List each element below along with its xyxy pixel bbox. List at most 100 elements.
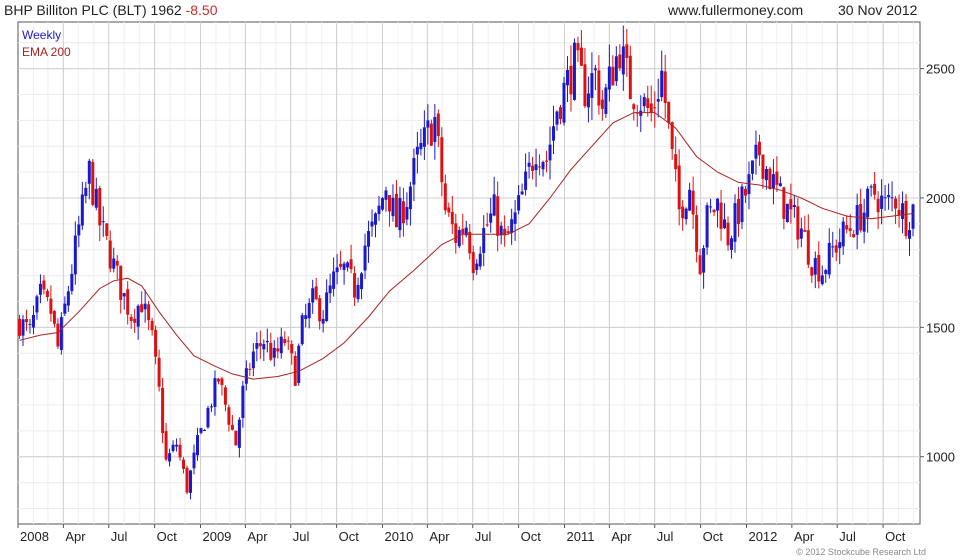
candle-body [848, 228, 852, 231]
candle-body [656, 99, 660, 102]
candle-body [866, 188, 870, 218]
candle-body [890, 197, 894, 199]
candle-body [276, 348, 280, 352]
candle-body [904, 200, 908, 237]
candle-body [346, 262, 350, 268]
x-tick-label: Oct [885, 529, 906, 544]
candle-body [733, 203, 737, 242]
candle-body [412, 158, 416, 185]
candle-body [600, 99, 604, 109]
candle-body [328, 285, 332, 294]
candle-body [876, 198, 880, 213]
candle-body [370, 221, 374, 227]
candle-body [908, 230, 912, 239]
candle-body [356, 284, 360, 300]
candle-body [384, 190, 388, 200]
candle-body [576, 42, 580, 51]
candle-body [803, 230, 807, 232]
instrument-name: BHP Billiton PLC (BLT) 1962 [4, 2, 182, 18]
candle-body [593, 68, 597, 71]
candle-body [684, 208, 688, 220]
candle-body [496, 196, 500, 236]
candle-body [342, 263, 346, 270]
candle-body [126, 289, 130, 315]
candle-body [405, 207, 409, 220]
candle-body [653, 107, 657, 109]
candle-body [503, 228, 507, 236]
x-axis: 2008 Apr Jul Oct 2009 Apr Jul Oct 2010 Apr Jul Oct 2… [17, 524, 906, 544]
candle-body [838, 242, 842, 249]
candle-body [558, 107, 562, 120]
candle-body [387, 195, 391, 212]
candle-body [590, 73, 594, 98]
candle-body [579, 47, 583, 66]
x-tick-label: Jul [839, 529, 856, 544]
chart-title: BHP Billiton PLC (BLT) 1962 -8.50 [4, 0, 218, 20]
candle-body [562, 82, 566, 123]
candle-body [677, 165, 681, 210]
candle-body [468, 231, 472, 254]
candle-body [105, 223, 109, 236]
candle-body [398, 197, 402, 231]
candle-body [785, 203, 789, 222]
candle-body [873, 183, 877, 195]
candle-body [209, 406, 213, 408]
candle-body [300, 315, 304, 345]
candle-body [325, 292, 329, 322]
candle-body [56, 323, 60, 347]
candle-body [761, 154, 765, 179]
candle-body [115, 260, 119, 266]
candle-body [565, 69, 569, 86]
candle-body [307, 302, 311, 319]
candle-body [367, 230, 371, 247]
candle-body [583, 64, 587, 107]
candle-body [771, 174, 775, 189]
candle-body [820, 275, 824, 285]
candle-body [572, 42, 576, 100]
candle-body [426, 120, 430, 128]
candle-body [154, 329, 158, 357]
candle-body [464, 227, 468, 236]
x-tick-label: Apr [429, 529, 450, 544]
candle-body [122, 293, 126, 297]
candle-body [220, 378, 224, 386]
candle-body [196, 435, 200, 456]
candle-body [454, 223, 458, 243]
candle-body [824, 270, 828, 274]
candle-body [293, 355, 297, 386]
candle-body [140, 304, 144, 313]
candle-body [429, 123, 433, 146]
candle-body [667, 101, 671, 123]
candle-body [321, 318, 325, 324]
candle-body [49, 298, 53, 314]
candle-body [702, 248, 706, 273]
candle-body [485, 224, 489, 226]
copyright: © 2012 Stockcube Research Ltd [796, 547, 926, 557]
candle-body [764, 168, 768, 181]
candle-body [213, 378, 217, 407]
candle-body [750, 160, 754, 174]
candle-body [133, 318, 137, 323]
candle-body [87, 160, 91, 184]
candle-body [887, 195, 891, 198]
candle-body [436, 113, 440, 137]
x-tick-label: Apr [611, 529, 632, 544]
candle-body [150, 320, 154, 331]
website-link[interactable]: www.fullermoney.com [668, 2, 804, 18]
candle-body [17, 318, 21, 336]
candle-body [618, 54, 622, 69]
candle-body [227, 407, 231, 425]
candle-body [216, 378, 220, 382]
candle-body [757, 141, 761, 156]
candle-body [279, 336, 283, 354]
candle-body [698, 255, 702, 275]
candle-body [646, 98, 650, 108]
candle-body [380, 198, 384, 210]
candle-body [538, 166, 542, 168]
candle-body [94, 188, 98, 208]
y-tick-label: 2000 [926, 191, 955, 206]
x-tick-label: 2012 [748, 529, 777, 544]
candle-body [778, 183, 782, 187]
candle-body [517, 195, 521, 211]
